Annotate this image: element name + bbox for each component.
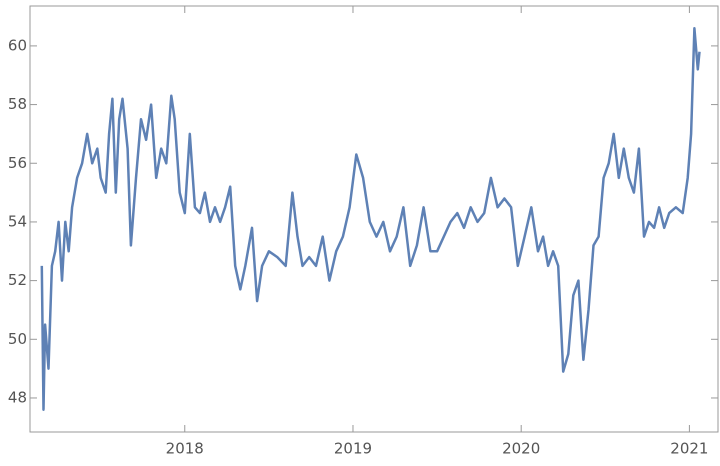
- line: [40, 27, 701, 411]
- x-tick-label: 2021: [670, 440, 708, 458]
- y-tick-label: 52: [8, 271, 27, 289]
- y-tick-label: 54: [8, 212, 27, 230]
- y-tick-label: 60: [8, 36, 27, 54]
- x-tick-label: 2019: [334, 440, 372, 458]
- x-tick-label: 2020: [502, 440, 540, 458]
- y-tick-label: 50: [8, 330, 27, 348]
- x-tick-label: 2018: [166, 440, 204, 458]
- frame: [29, 5, 719, 433]
- y-tick-label: 58: [8, 95, 27, 113]
- y-tick-label: 56: [8, 154, 27, 172]
- y-tick-label: 48: [8, 388, 27, 406]
